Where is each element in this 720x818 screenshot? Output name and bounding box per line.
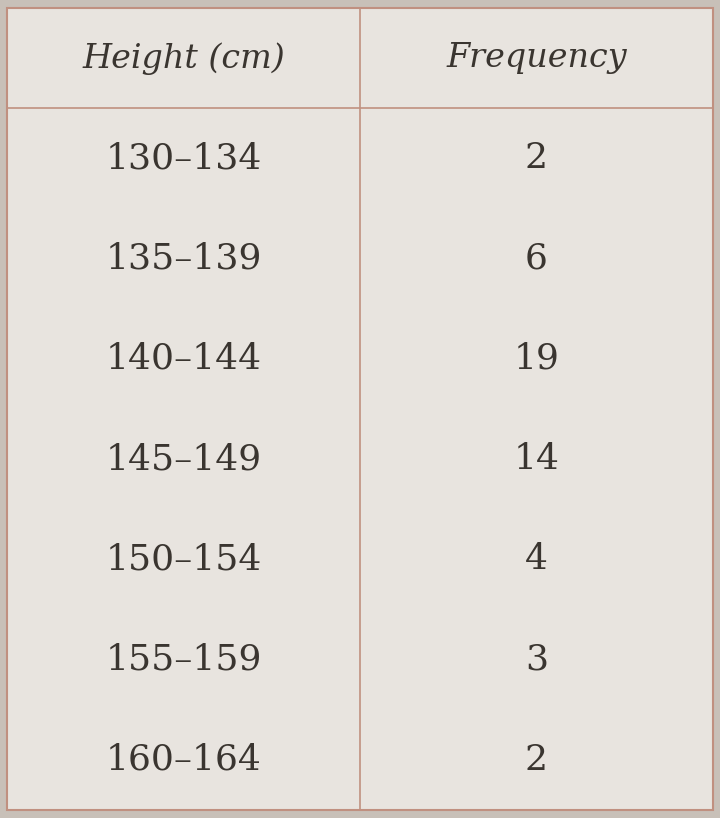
Text: Height (cm): Height (cm) bbox=[82, 42, 285, 74]
Text: 160–164: 160–164 bbox=[106, 743, 261, 777]
Text: 145–149: 145–149 bbox=[106, 442, 261, 476]
Text: 6: 6 bbox=[525, 241, 548, 276]
Text: 135–139: 135–139 bbox=[105, 241, 262, 276]
Text: 130–134: 130–134 bbox=[105, 142, 262, 176]
Text: 140–144: 140–144 bbox=[106, 342, 261, 376]
Text: 2: 2 bbox=[525, 142, 548, 176]
Text: 155–159: 155–159 bbox=[105, 642, 262, 676]
Text: Frequency: Frequency bbox=[446, 43, 626, 74]
Text: 19: 19 bbox=[513, 342, 559, 376]
Text: 4: 4 bbox=[525, 542, 548, 577]
Text: 3: 3 bbox=[525, 642, 548, 676]
Text: 150–154: 150–154 bbox=[105, 542, 262, 577]
Text: 2: 2 bbox=[525, 743, 548, 777]
Text: 14: 14 bbox=[513, 442, 559, 476]
